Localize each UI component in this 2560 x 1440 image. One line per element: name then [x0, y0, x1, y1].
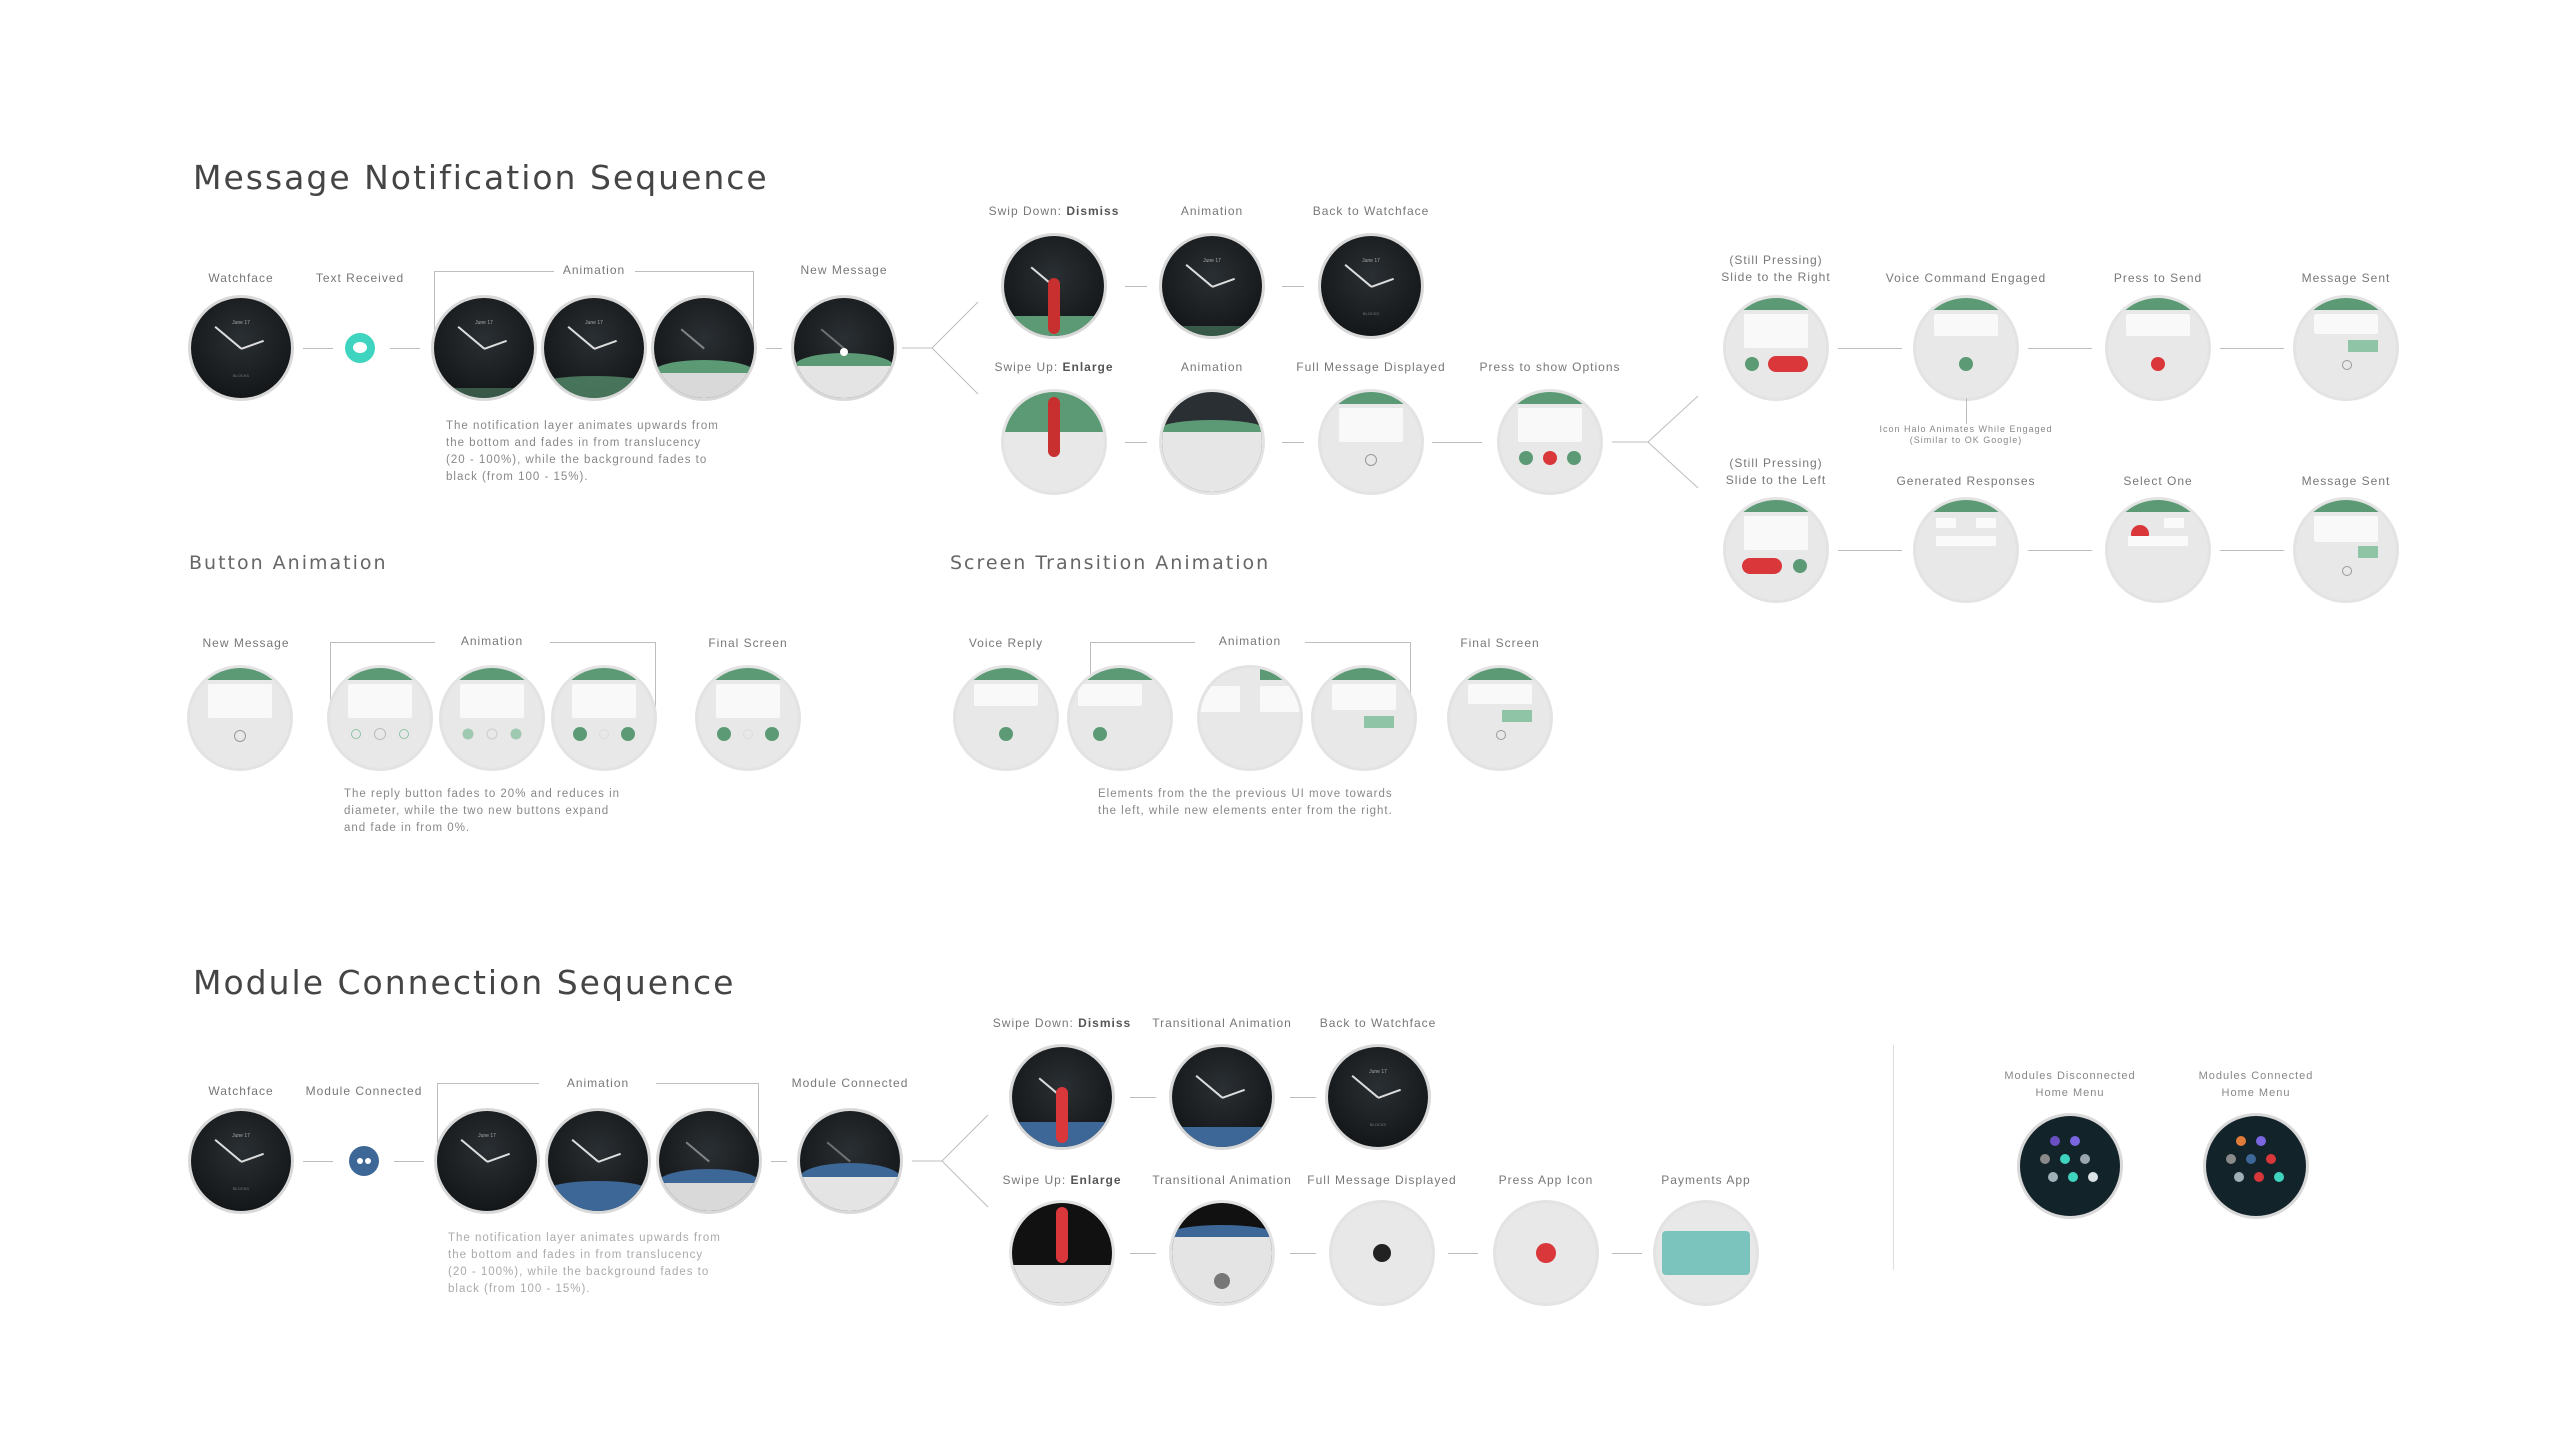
watch-sent: [2296, 298, 2396, 398]
watch-voice-reply: [956, 668, 1056, 768]
watch-select-one: [2108, 500, 2208, 600]
watch-home-disconnected: [2020, 1116, 2120, 1216]
watch-dismiss-anim: June 17: [1162, 236, 1262, 336]
label-back-to-watchface: Back to Watchface: [1312, 204, 1430, 218]
section-title-message: Message Notification Sequence: [193, 158, 769, 197]
module-connected-icon: [349, 1146, 379, 1176]
watch-full-message: [1321, 392, 1421, 492]
watch-home-connected: [2206, 1116, 2306, 1216]
message-received-icon: [345, 333, 375, 363]
watch-scr-anim-1: [1070, 668, 1170, 768]
watch-mod-swipe-down: [1012, 1047, 1112, 1147]
watch-mod-dismiss-anim: [1172, 1047, 1272, 1147]
label-mod-full-message: Full Message Displayed: [1307, 1173, 1457, 1187]
watch-back: June 17 BLOCKS: [1321, 236, 1421, 336]
watch-anim-2: June 17: [544, 298, 644, 398]
watch-mod-enlarge-anim: [1172, 1203, 1272, 1303]
watch-mod-watchface: June 17 BLOCKS: [191, 1111, 291, 1211]
watch-btn-anim-3: [554, 668, 654, 768]
watch-mod-anim-2: [548, 1111, 648, 1211]
icon-halo-note: Icon Halo Animates While Engaged (Simila…: [1879, 424, 2053, 445]
watch-mod-swipe-up: [1012, 1203, 1112, 1303]
label-watchface: Watchface: [208, 271, 274, 285]
watch-voice-engaged: [1916, 298, 2016, 398]
watch-mod-anim-1: June 17: [437, 1111, 537, 1211]
watch-press-send: [2108, 298, 2208, 398]
label-scr-final: Final Screen: [1460, 636, 1540, 650]
watch-generated: [1916, 500, 2016, 600]
label-voice-engaged: Voice Command Engaged: [1885, 271, 2047, 285]
label-animation-3: Animation: [1180, 360, 1244, 374]
label-mod-connected-2: Module Connected: [791, 1076, 909, 1090]
watch-watchface: June 17 BLOCKS: [191, 298, 291, 398]
watch-scr-final: [1450, 668, 1550, 768]
watch-mod-connected: [800, 1111, 900, 1211]
label-disconnected-home: Modules Disconnected Home Menu: [2004, 1070, 2136, 1099]
label-mod-animation: Animation: [566, 1076, 630, 1090]
label-press-options: Press to show Options: [1479, 360, 1621, 374]
watch-anim-3: [654, 298, 754, 398]
screen-anim-description: Elements from the the previous UI move t…: [1098, 788, 1393, 817]
watch-options: [1500, 392, 1600, 492]
watch-new-message: [794, 298, 894, 398]
label-mod-swipe-up: Swipe Up: Enlarge: [1002, 1173, 1122, 1187]
watch-sent-2: [2296, 500, 2396, 600]
label-still-left: (Still Pressing) Slide to the Left: [1725, 456, 1827, 487]
branch-connector: [902, 301, 979, 395]
watch-enlarge-anim: [1162, 392, 1262, 492]
watch-mod-press-app: [1496, 1203, 1596, 1303]
watch-swipe-up: [1004, 392, 1104, 492]
label-swipe-up: Swipe Up: Enlarge: [994, 360, 1114, 374]
label-mod-transitional: Transitional Animation: [1152, 1016, 1292, 1030]
label-text-received: Text Received: [315, 271, 405, 285]
label-message-sent-2: Message Sent: [2301, 474, 2391, 488]
label-mod-press-app: Press App Icon: [1498, 1173, 1594, 1187]
label-animation: Animation: [562, 263, 626, 277]
message-anim-description: The notification layer animates upwards …: [446, 420, 719, 483]
watch-mod-back: June 17 BLOCKS: [1328, 1047, 1428, 1147]
label-btn-new-message: New Message: [202, 636, 290, 650]
label-connected-home: Modules Connected Home Menu: [2198, 1070, 2314, 1099]
watch-btn-anim-2: [442, 668, 542, 768]
watch-btn-final: [698, 668, 798, 768]
watch-mod-full-message: [1332, 1203, 1432, 1303]
label-mod-payments: Payments App: [1661, 1173, 1751, 1187]
label-press-send: Press to Send: [2113, 271, 2203, 285]
button-anim-description: The reply button fades to 20% and reduce…: [344, 788, 621, 834]
module-branch-connector: [912, 1114, 989, 1208]
branch-connector-2: [1612, 395, 1699, 489]
module-anim-description: The notification layer animates upwards …: [448, 1232, 721, 1295]
watch-btn-new: [190, 668, 290, 768]
section-title-screen: Screen Transition Animation: [950, 552, 1271, 574]
section-divider: [1893, 1045, 1894, 1270]
label-btn-final: Final Screen: [708, 636, 788, 650]
label-full-message: Full Message Displayed: [1296, 360, 1446, 374]
watch-anim-1: June 17: [434, 298, 534, 398]
label-mod-connected: Module Connected: [305, 1084, 423, 1098]
section-title-button: Button Animation: [189, 552, 388, 574]
watch-btn-anim-1: [330, 668, 430, 768]
section-title-module: Module Connection Sequence: [193, 963, 736, 1002]
label-scr-animation: Animation: [1218, 634, 1282, 648]
label-message-sent: Message Sent: [2301, 271, 2391, 285]
label-new-message: New Message: [800, 263, 888, 277]
watch-slide-right: [1726, 298, 1826, 398]
watch-swipe-down: [1004, 236, 1104, 336]
label-select-one: Select One: [2123, 474, 2193, 488]
label-voice-reply: Voice Reply: [968, 636, 1044, 650]
label-mod-transitional-2: Transitional Animation: [1152, 1173, 1292, 1187]
label-still-right: (Still Pressing) Slide to the Right: [1721, 253, 1831, 284]
label-generated: Generated Responses: [1896, 474, 2036, 488]
label-swipe-down: Swip Down: Dismiss: [988, 204, 1120, 218]
label-btn-animation: Animation: [460, 634, 524, 648]
watch-mod-payments: [1656, 1203, 1756, 1303]
watch-scr-anim-3: [1314, 668, 1414, 768]
watch-mod-anim-3: [659, 1111, 759, 1211]
label-mod-swipe-down: Swipe Down: Dismiss: [992, 1016, 1132, 1030]
label-mod-back: Back to Watchface: [1319, 1016, 1437, 1030]
watch-scr-anim-2: [1200, 668, 1300, 768]
label-mod-watchface: Watchface: [208, 1084, 274, 1098]
label-animation-2: Animation: [1180, 204, 1244, 218]
watch-slide-left: [1726, 500, 1826, 600]
